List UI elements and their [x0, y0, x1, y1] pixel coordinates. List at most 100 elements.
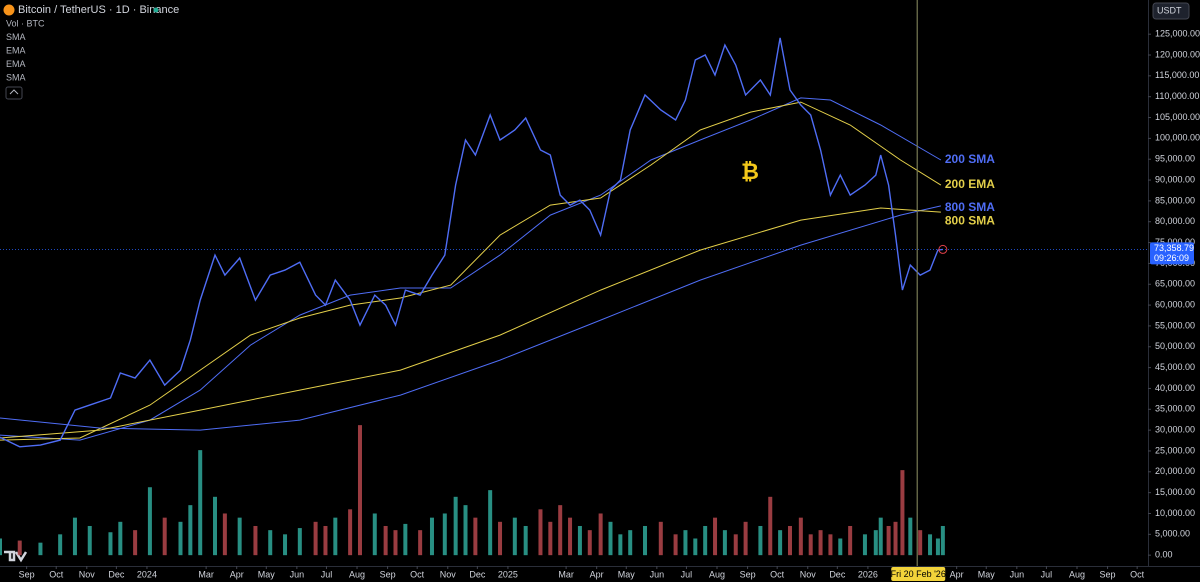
- volume-bar: [442, 513, 447, 556]
- volume-bar: [323, 525, 328, 556]
- volume-bar: [722, 530, 727, 556]
- moving-average-line: [0, 101, 942, 441]
- indicator-label: SMA: [6, 72, 26, 82]
- x-tick-label: Sep: [740, 569, 756, 579]
- volume-bar: [628, 530, 633, 556]
- volume-bar: [348, 509, 353, 556]
- volume-bar: [58, 534, 63, 556]
- volume-bar: [488, 490, 493, 556]
- currency-box[interactable]: [1152, 2, 1190, 20]
- y-tick-label: 105,000.00: [1155, 112, 1200, 122]
- x-tick-label: Dec: [469, 569, 486, 579]
- volume-bar: [928, 534, 933, 556]
- volume-bar: [838, 538, 843, 556]
- x-tick-label: May: [258, 569, 276, 579]
- countdown-label: 09:26:09: [1154, 253, 1189, 263]
- currency: USDT: [1157, 5, 1182, 15]
- x-tick-label: Jun: [290, 569, 305, 579]
- x-tick-label: Dec: [829, 569, 846, 579]
- x-tick-label: Jun: [1010, 569, 1025, 579]
- y-tick-label: 120,000.00: [1155, 49, 1200, 59]
- bitcoin-icon: ₿: [741, 159, 759, 184]
- volume-bar: [372, 513, 377, 556]
- y-tick-label: 125,000.00: [1155, 29, 1200, 39]
- volume-bar: [108, 532, 113, 556]
- volume-bar: [733, 534, 738, 556]
- x-tick-label: Aug: [349, 569, 365, 579]
- volume-bar: [873, 530, 878, 556]
- volume-bar: [658, 521, 663, 556]
- volume-bar: [713, 517, 718, 556]
- symbol-title[interactable]: Bitcoin / TetherUS · 1D · Binance: [18, 4, 179, 16]
- x-tick-label: Oct: [770, 569, 785, 579]
- collapse-button[interactable]: [5, 86, 23, 100]
- indicator-label: SMA: [6, 32, 26, 42]
- volume-bar: [643, 525, 648, 556]
- volume-bar: [893, 521, 898, 556]
- indicator-label: EMA: [6, 45, 26, 55]
- x-tick-label: Mar: [198, 569, 214, 579]
- y-tick-label: 40,000.00: [1155, 383, 1195, 393]
- volume-bar: [935, 538, 940, 556]
- x-tick-label: Dec: [108, 569, 125, 579]
- moving-average-line: [0, 207, 941, 439]
- x-tick-label: Jun: [650, 569, 665, 579]
- x-tick-label: 2025: [498, 569, 518, 579]
- volume-bar: [213, 496, 218, 556]
- y-tick-label: 15,000.00: [1155, 487, 1195, 497]
- x-tick-label: Sep: [19, 569, 35, 579]
- volume-bar: [0, 538, 2, 556]
- volume-bar: [357, 425, 362, 556]
- volume-bar: [512, 517, 517, 556]
- volume-bar: [297, 528, 302, 556]
- volume-bar: [463, 505, 468, 556]
- volume-bar: [768, 496, 773, 556]
- volume-bar: [558, 505, 563, 556]
- indicator-label: EMA: [6, 59, 26, 69]
- volume-bar: [900, 470, 905, 556]
- y-tick-label: 115,000.00: [1155, 70, 1199, 80]
- volume-bar: [333, 517, 338, 556]
- y-tick-label: 20,000.00: [1155, 466, 1195, 476]
- volume-bar: [383, 525, 388, 556]
- volume-bar: [147, 487, 152, 556]
- volume-bar: [908, 517, 913, 556]
- volume-bar: [198, 450, 203, 556]
- volume-bar: [38, 542, 43, 556]
- volume-bar: [608, 521, 613, 556]
- y-tick-label: 100,000.00: [1155, 133, 1200, 143]
- x-tick-label: Sep: [1100, 569, 1116, 579]
- y-tick-label: 80,000.00: [1155, 216, 1195, 226]
- crosshair-label-box: [891, 567, 946, 581]
- volume-bar: [72, 517, 77, 556]
- market-status: [153, 7, 159, 13]
- x-tick-label: Nov: [79, 569, 96, 579]
- volume-bar: [538, 509, 543, 556]
- volume-bar: [693, 538, 698, 556]
- volume-bar: [178, 521, 183, 556]
- volume-bar: [393, 530, 398, 556]
- y-tick-label: 95,000.00: [1155, 154, 1195, 164]
- x-tick-label: Apr: [950, 569, 964, 579]
- x-tick-label: Aug: [709, 569, 725, 579]
- y-tick-label: 45,000.00: [1155, 362, 1195, 372]
- x-tick-label: Jul: [681, 569, 693, 579]
- x-tick-label: 2024: [137, 569, 157, 579]
- y-tick-label: 10,000.00: [1155, 508, 1195, 518]
- volume-bar: [577, 525, 582, 556]
- x-tick-label: Oct: [49, 569, 64, 579]
- tradingview-logo[interactable]: [4, 550, 28, 563]
- volume-bar: [133, 530, 138, 556]
- volume-bar: [188, 505, 193, 556]
- volume-bar: [778, 530, 783, 556]
- symbol-logo: [3, 4, 15, 16]
- x-tick-label: Nov: [800, 569, 817, 579]
- y-tick-label: 85,000.00: [1155, 195, 1195, 205]
- y-tick-label: 30,000.00: [1155, 425, 1195, 435]
- volume-bar: [743, 521, 748, 556]
- volume-bar: [587, 530, 592, 556]
- volume-bar: [862, 534, 867, 556]
- volume-bar: [453, 496, 458, 556]
